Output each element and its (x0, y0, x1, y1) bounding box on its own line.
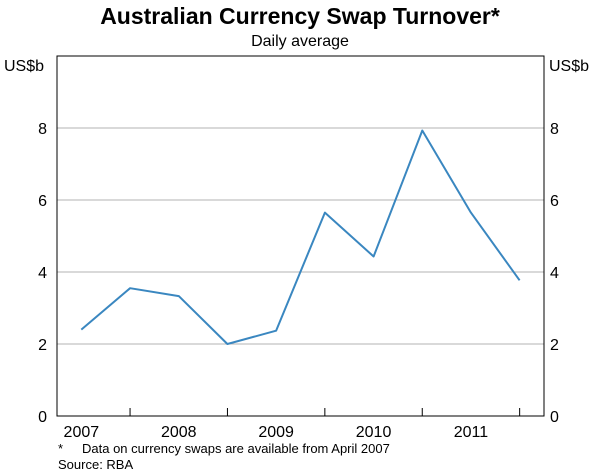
y-axis-unit-right: US$b (549, 58, 590, 75)
y-tick-label-right: 8 (550, 121, 559, 138)
y-tick-label-left: 6 (38, 193, 47, 210)
y-tick-label-left: 2 (38, 337, 47, 354)
y-tick-label-right: 6 (550, 193, 559, 210)
plot-frame (56, 55, 545, 417)
series-line (80, 129, 521, 345)
x-tick-label: 2008 (161, 424, 197, 441)
y-tick-label-right: 0 (550, 409, 559, 426)
x-tick-label: 2009 (258, 424, 294, 441)
y-tick-label-left: 0 (38, 409, 47, 426)
y-axis-unit-left: US$b (4, 58, 45, 75)
y-tick-label-left: 4 (38, 265, 47, 282)
footnote-marker: * (58, 441, 64, 456)
footnote-text: Data on currency swaps are available fro… (82, 441, 390, 456)
chart-title: Australian Currency Swap Turnover* (100, 3, 500, 29)
y-tick-label-right: 2 (550, 337, 559, 354)
y-tick-label-left: 8 (38, 121, 47, 138)
y-tick-label-right: 4 (550, 265, 559, 282)
x-tick-label: 2011 (454, 424, 489, 441)
x-tick-label: 2007 (64, 424, 100, 441)
chart-subtitle: Daily average (251, 33, 349, 50)
footnote: * Data on currency swaps are available fr… (58, 441, 390, 456)
x-tick-label: 2010 (356, 424, 392, 441)
source-note: Source: RBA (58, 457, 134, 472)
